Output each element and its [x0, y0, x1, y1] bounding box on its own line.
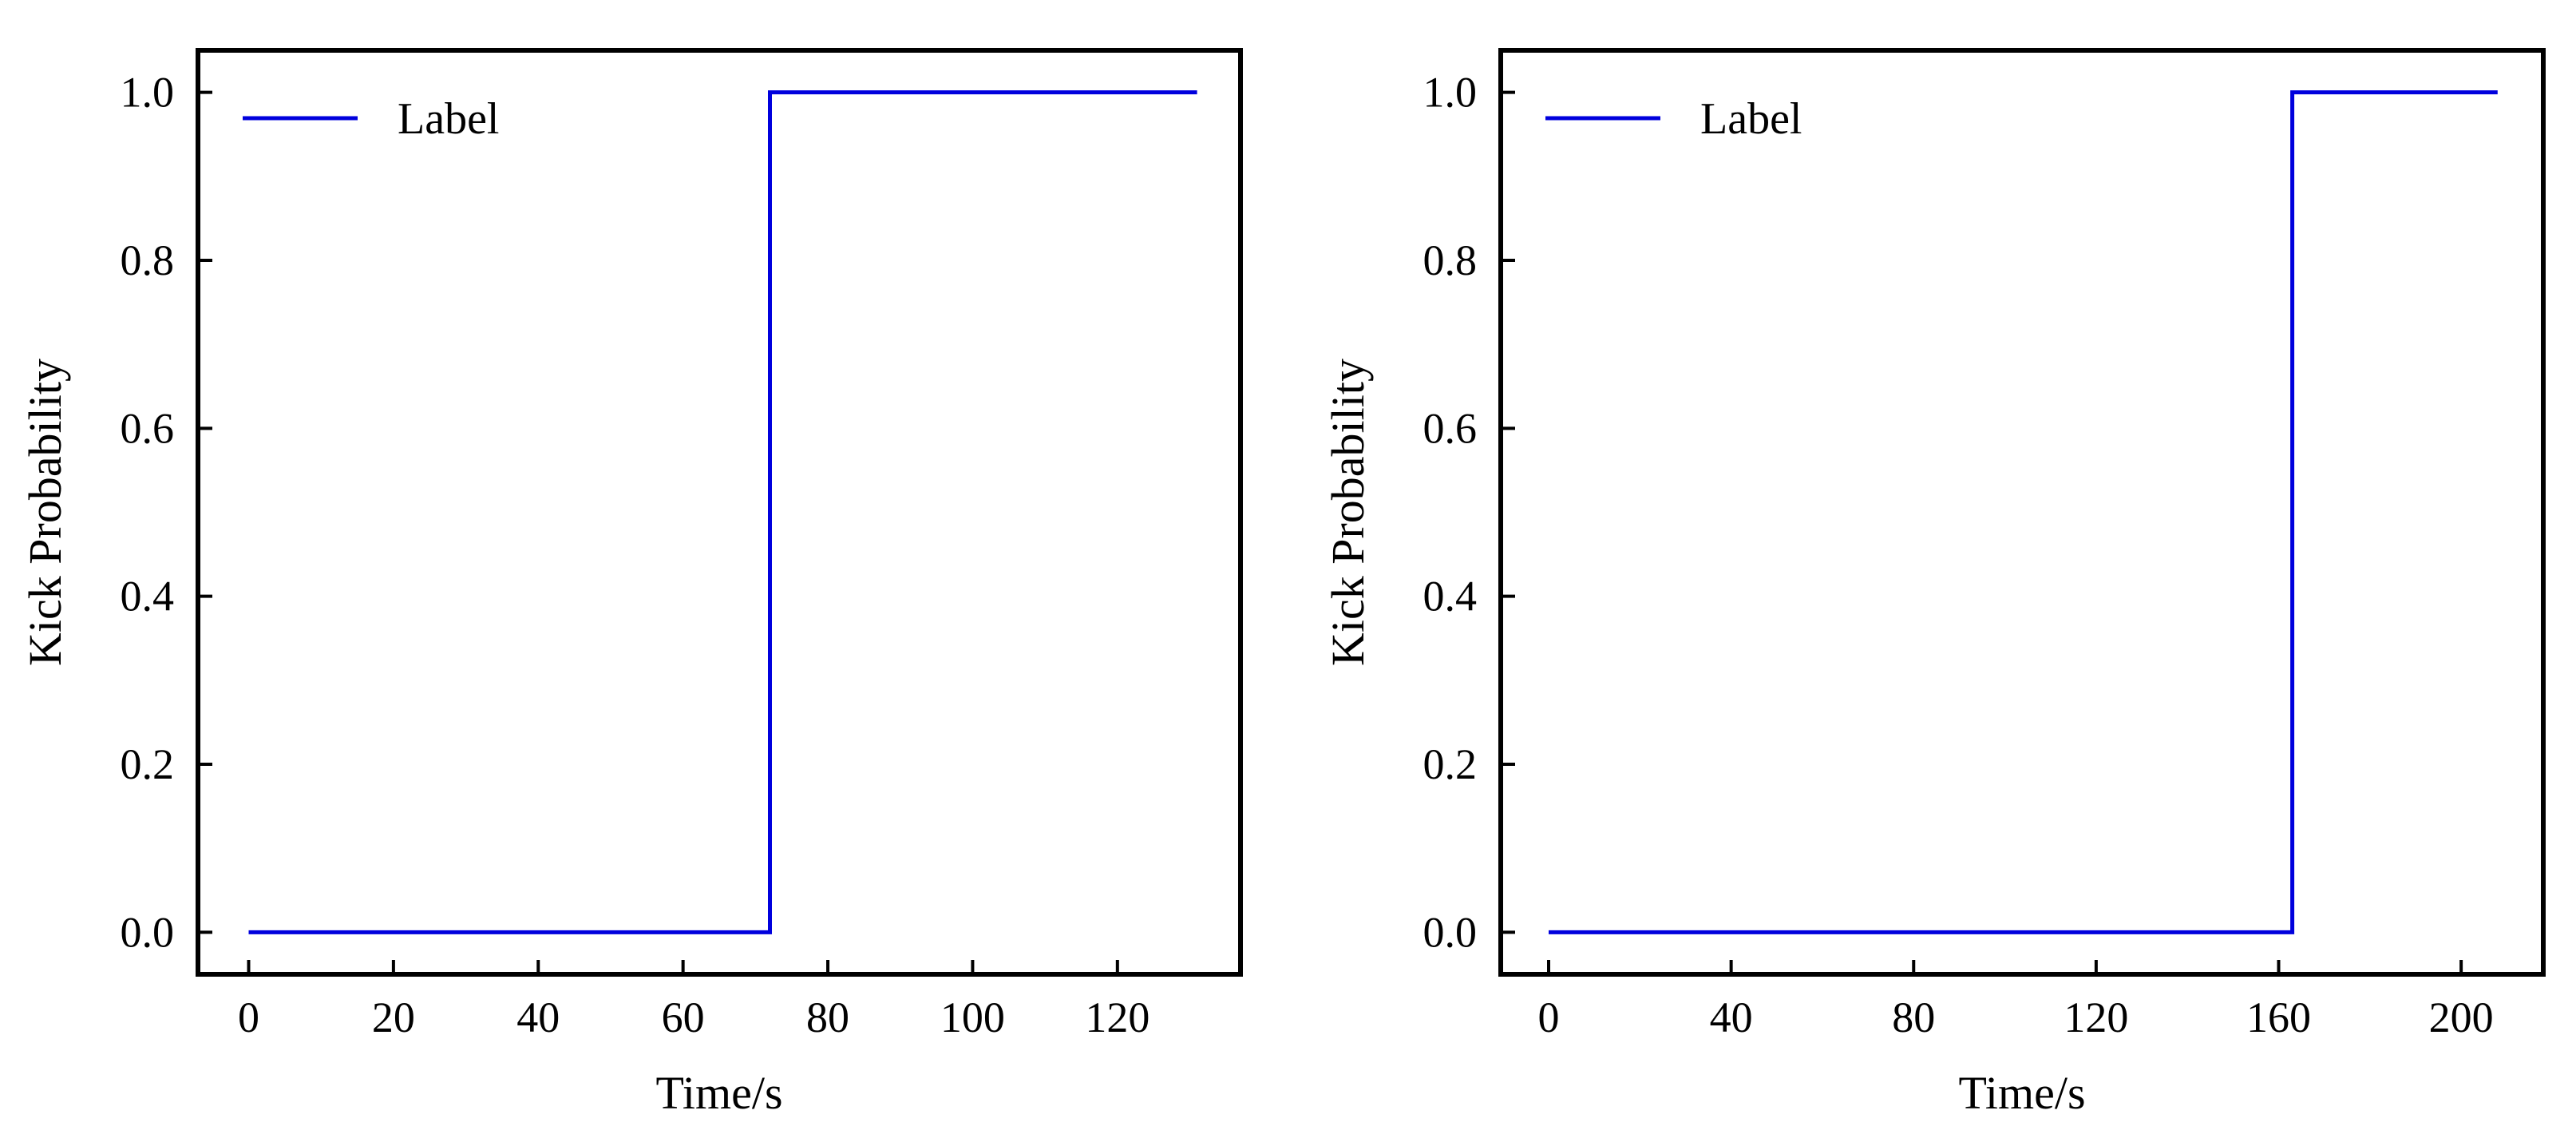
- x-tick-label: 160: [2246, 993, 2311, 1041]
- legend-label: Label: [398, 94, 499, 144]
- y-tick-label: 0.6: [1423, 404, 1478, 452]
- chart-panel-1: 0 20 40 60 80 100 120 0.0 0.2 0.4 0.6 0.8 1.0 Time/s K…: [19, 48, 1243, 1119]
- series-line-1: [1549, 90, 2498, 934]
- y-tick-label: 0.2: [1423, 740, 1478, 788]
- x-tick-label: 40: [1710, 993, 1753, 1041]
- plot-frame: [196, 48, 1243, 977]
- y-tick-label: 0.6: [121, 404, 175, 452]
- x-tick-label: 200: [2429, 993, 2494, 1041]
- y-tick-label: 0.2: [121, 740, 175, 788]
- x-tick-label: 40: [516, 993, 560, 1041]
- x-tick-label: 20: [372, 993, 415, 1041]
- y-axis-label: Kick Probability: [1322, 359, 1374, 666]
- legend-label: Label: [1700, 94, 1802, 144]
- y-tick-label: 0.0: [1423, 908, 1478, 956]
- plot-frame: [1498, 48, 2546, 977]
- y-tick-label: 1.0: [121, 69, 175, 117]
- y-tick-label: 0.4: [121, 573, 175, 621]
- x-tick-label: 80: [1892, 993, 1935, 1041]
- y-tick-label: 1.0: [1423, 69, 1478, 117]
- y-tick-label: 0.8: [1423, 236, 1478, 284]
- y-axis-label: Kick Probability: [19, 359, 71, 666]
- x-axis-label: Time/s: [1958, 1067, 2085, 1119]
- x-tick-label: 80: [806, 993, 849, 1041]
- y-tick-label: 0.0: [121, 908, 175, 956]
- x-tick-label: 120: [1085, 993, 1150, 1041]
- x-tick-label: 0: [1538, 993, 1560, 1041]
- x-tick-label: 120: [2064, 993, 2128, 1041]
- x-tick-label: 0: [238, 993, 259, 1041]
- x-tick-label: 60: [662, 993, 705, 1041]
- y-tick-label: 0.4: [1423, 573, 1478, 621]
- chart-panel-2: 0 40 80 120 160 200 0.0 0.2 0.4 0.6 0.8 1.0 Time/s Ki…: [1322, 48, 2546, 1119]
- x-axis-label: Time/s: [655, 1067, 782, 1119]
- x-tick-label: 100: [940, 993, 1005, 1041]
- series-line-1: [248, 90, 1197, 934]
- y-tick-label: 0.8: [121, 236, 175, 284]
